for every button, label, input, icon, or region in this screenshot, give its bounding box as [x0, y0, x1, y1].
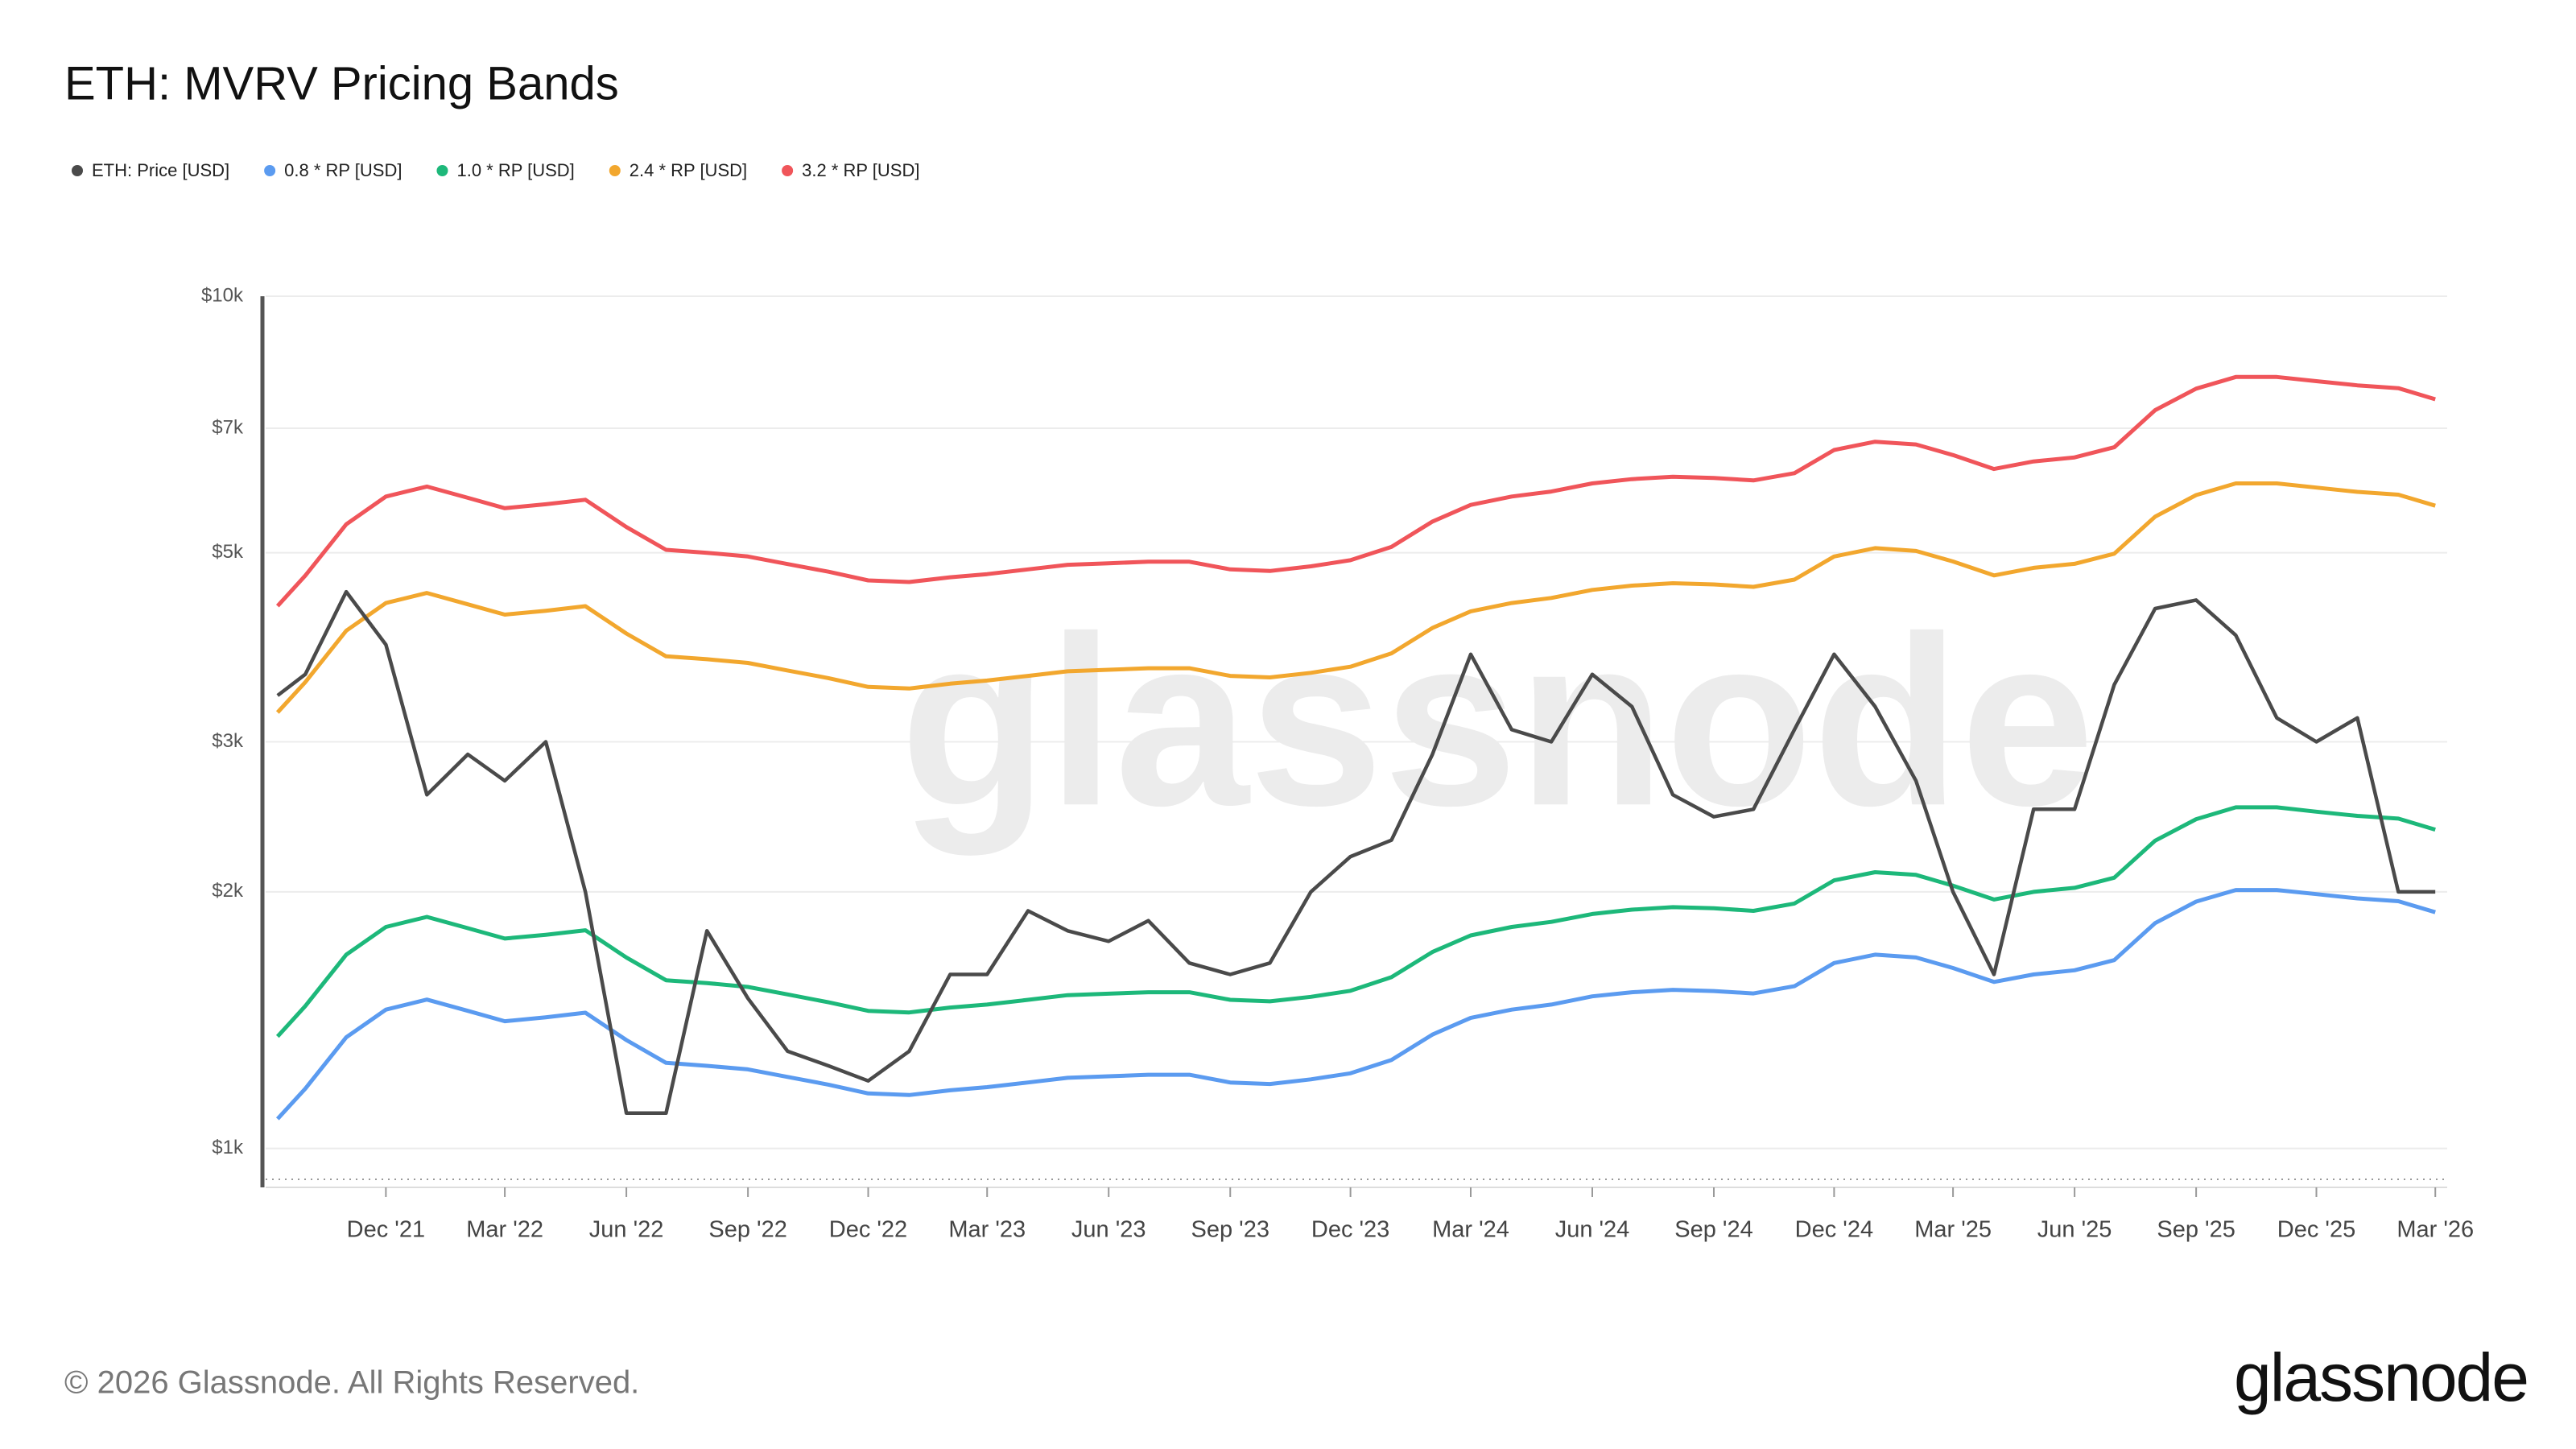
x-tick-label: Sep '25 — [2157, 1217, 2235, 1243]
legend-label: 3.2 * RP [USD] — [802, 160, 919, 180]
series-line — [275, 805, 2436, 1038]
watermark: glassnode — [900, 585, 2095, 857]
y-tick-label: $2k — [212, 880, 244, 902]
x-tick-label: Mar '25 — [1914, 1217, 1992, 1243]
x-tick-label: Mar '24 — [1432, 1217, 1509, 1243]
chart-title: ETH: MVRV Pricing Bands — [64, 57, 619, 109]
x-tick-label: Dec '25 — [2277, 1217, 2355, 1243]
legend: ETH: Price [USD] 0.8 * RP [USD] 1.0 * RP [… — [72, 160, 919, 180]
x-tick-label: Mar '26 — [2396, 1217, 2474, 1243]
plot-area — [275, 374, 2436, 1121]
legend-marker — [264, 165, 276, 176]
x-tick-label: Sep '24 — [1674, 1217, 1752, 1243]
x-tick-label: Mar '23 — [948, 1217, 1026, 1243]
x-tick-label: Dec '22 — [829, 1217, 907, 1243]
x-tick-label: Jun '25 — [2037, 1217, 2112, 1243]
legend-label: 2.4 * RP [USD] — [630, 160, 747, 180]
y-tick-label: $7k — [212, 416, 244, 438]
legend-marker — [609, 165, 621, 176]
legend-label: 0.8 * RP [USD] — [284, 160, 402, 180]
y-tick-label: $5k — [212, 541, 244, 563]
legend-marker — [72, 165, 83, 176]
legend-label: 1.0 * RP [USD] — [456, 160, 574, 180]
x-tick-label: Sep '22 — [708, 1217, 786, 1243]
x-tick-label: Dec '24 — [1795, 1217, 1873, 1243]
x-tick-label: Dec '21 — [347, 1217, 425, 1243]
y-tick-label: $10k — [201, 284, 244, 306]
legend-marker — [436, 165, 448, 176]
legend-marker — [782, 165, 794, 176]
y-tick-label: $3k — [212, 730, 244, 752]
logo: glassnode — [2234, 1340, 2528, 1415]
legend-label: ETH: Price [USD] — [92, 160, 229, 180]
x-tick-label: Mar '22 — [466, 1217, 543, 1243]
x-tick-label: Dec '23 — [1311, 1217, 1389, 1243]
x-tick-label: Jun '24 — [1555, 1217, 1630, 1243]
x-tick-label: Jun '22 — [589, 1217, 664, 1243]
series-line — [275, 888, 2436, 1121]
grid: $1k $2k $3k $5k $7k $10k Dec '21 Mar '22 Jun '22… — [201, 284, 2474, 1242]
series-line — [275, 481, 2436, 714]
series-line — [275, 374, 2436, 608]
y-tick-label: $1k — [212, 1137, 244, 1158]
x-tick-label: Sep '23 — [1191, 1217, 1269, 1243]
footer: © 2026 Glassnode. All Rights Reserved. — [64, 1365, 639, 1401]
series-line — [276, 589, 2436, 1115]
x-tick-label: Jun '23 — [1071, 1217, 1146, 1243]
